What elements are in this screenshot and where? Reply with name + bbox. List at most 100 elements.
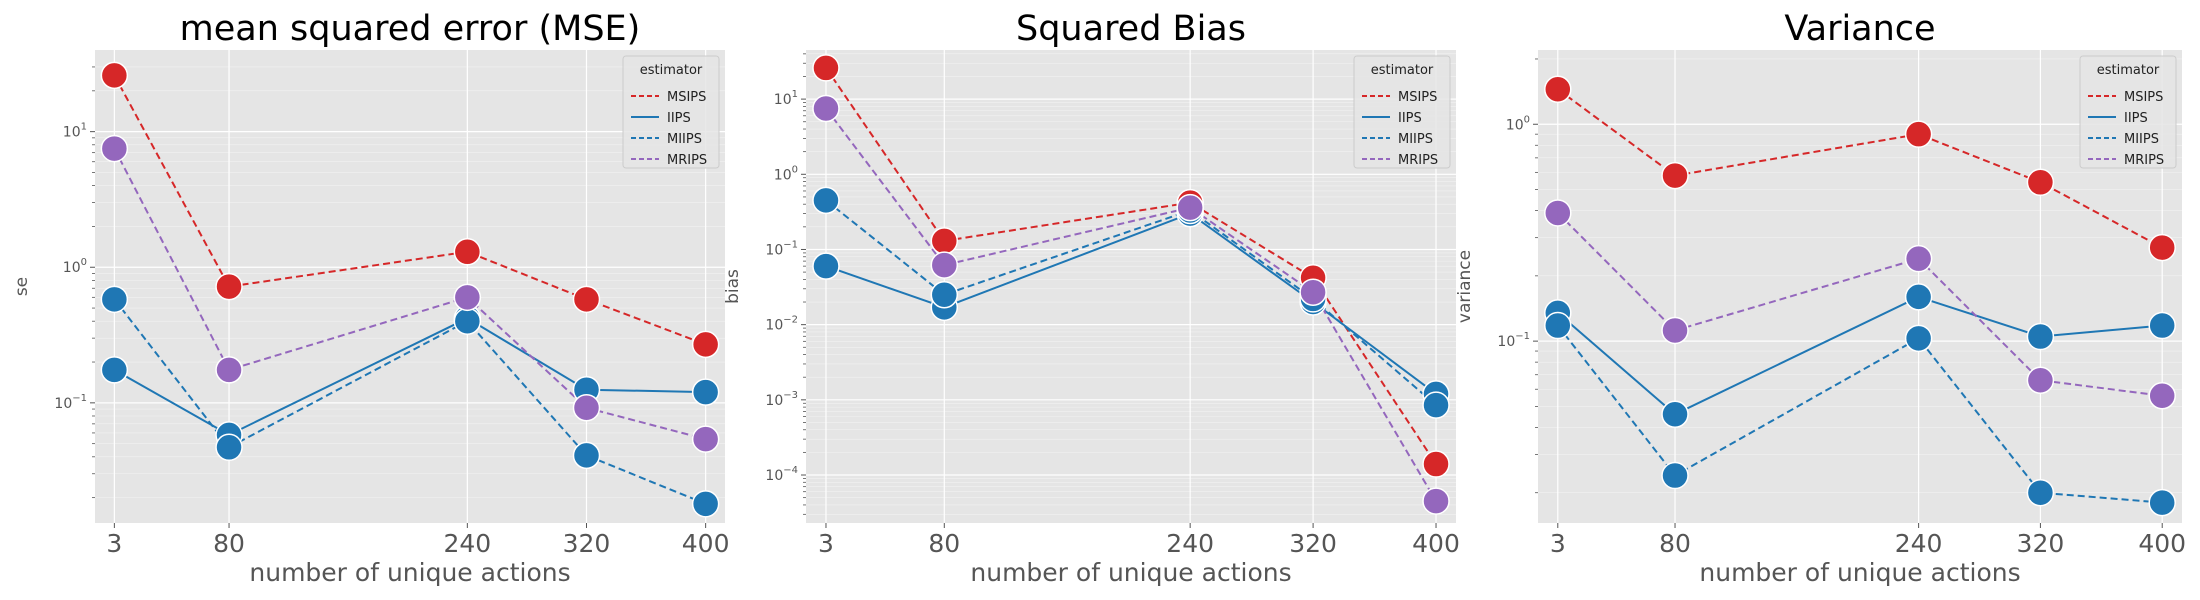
x-tick-label: 400 xyxy=(1412,529,1460,558)
legend-entry-msips: MSIPS xyxy=(1398,90,1437,105)
point-msips xyxy=(100,61,129,90)
point-msips xyxy=(812,54,840,82)
y-tick-label: 10−2 xyxy=(765,315,798,334)
point-msips xyxy=(1422,450,1450,478)
chart-panel-2: 101 100 10−1 10−2 10−3 10−4 3 80 240 320 400 Square… xyxy=(723,9,1460,587)
point-msips xyxy=(691,330,720,359)
point-msips xyxy=(930,227,959,255)
series-line-miips xyxy=(1557,324,2163,504)
point-miips xyxy=(1661,461,1689,490)
point-msips xyxy=(453,238,482,266)
series-line-msips xyxy=(825,67,1437,465)
point-miips xyxy=(453,307,482,335)
point-miips xyxy=(691,490,720,518)
point-miips xyxy=(2026,478,2055,507)
y-tick-label: 10−3 xyxy=(765,390,798,409)
point-miips xyxy=(1904,324,1933,353)
point-iips xyxy=(2148,311,2176,340)
legend-entry-iips: IIPS xyxy=(667,111,691,126)
point-mrips xyxy=(1299,278,1327,306)
y-tick-label: 10−4 xyxy=(765,465,798,484)
point-msips xyxy=(1904,120,1933,148)
legend-entry-mrips: MRIPS xyxy=(2124,153,2164,168)
point-iips xyxy=(100,356,129,384)
legend-box xyxy=(622,55,720,169)
legend-entry-iips: IIPS xyxy=(1398,111,1422,126)
point-msips xyxy=(215,272,243,301)
point-mrips xyxy=(930,251,959,279)
point-msips xyxy=(2026,168,2055,197)
x-axis-label: number of unique actions xyxy=(970,558,1291,587)
legend-title: estimator xyxy=(640,63,703,78)
x-tick-label: 80 xyxy=(213,529,245,558)
legend-entry-miips: MIIPS xyxy=(1398,132,1433,147)
point-msips xyxy=(1661,161,1689,190)
point-mrips xyxy=(215,356,243,384)
point-mrips xyxy=(1544,199,1572,227)
y-tick-label: 101 xyxy=(63,122,87,141)
y-tick-label: 100 xyxy=(774,164,798,183)
x-tick-label: 240 xyxy=(1166,529,1214,558)
x-tick-label: 400 xyxy=(682,529,730,558)
chart-title: mean squared error (MSE) xyxy=(180,9,641,49)
legend-title: estimator xyxy=(1371,63,1434,78)
legend-entry-miips: MIIPS xyxy=(2124,132,2159,147)
point-iips xyxy=(2026,322,2055,351)
point-iips xyxy=(1904,283,1933,311)
legend-entry-iips: IIPS xyxy=(2124,111,2148,126)
legend-entry-mrips: MRIPS xyxy=(1398,153,1438,168)
y-tick-label: 100 xyxy=(63,257,87,276)
plot-area xyxy=(95,50,725,523)
point-mrips xyxy=(812,94,840,123)
y-axis-label: se xyxy=(12,277,32,296)
point-msips xyxy=(572,285,601,314)
point-iips xyxy=(812,252,840,280)
x-tick-label: 3 xyxy=(818,529,834,558)
x-tick-label: 80 xyxy=(928,529,960,558)
legend-title: estimator xyxy=(2097,63,2160,78)
point-mrips xyxy=(691,425,720,453)
y-axis-label: bias xyxy=(723,269,743,304)
point-mrips xyxy=(572,394,601,422)
point-miips xyxy=(215,433,243,462)
legend-entry-msips: MSIPS xyxy=(2124,90,2163,105)
y-tick-label: 101 xyxy=(774,89,798,108)
x-tick-label: 320 xyxy=(2017,529,2065,558)
y-tick-label: 10−1 xyxy=(765,239,798,258)
legend-box xyxy=(1353,55,1451,169)
point-miips xyxy=(1422,391,1450,419)
x-tick-label: 400 xyxy=(2138,529,2186,558)
x-axis-label: number of unique actions xyxy=(1699,558,2020,587)
point-miips xyxy=(930,280,959,309)
legend-box xyxy=(2079,55,2177,169)
x-tick-label: 3 xyxy=(1550,529,1566,558)
legend: estimator MSIPS IIPS MIIPS MRIPS xyxy=(622,55,720,169)
point-miips xyxy=(2148,488,2176,517)
legend-entry-msips: MSIPS xyxy=(667,90,706,105)
point-miips xyxy=(812,186,840,215)
x-tick-label: 80 xyxy=(1659,529,1691,558)
point-iips xyxy=(1661,400,1689,429)
point-mrips xyxy=(1904,244,1933,273)
chart-panel-3: 100 10−1 3 80 240 320 400 Variance number of uni… xyxy=(1455,9,2186,587)
y-tick-label: 10−1 xyxy=(54,393,87,412)
point-miips xyxy=(100,285,129,314)
point-mrips xyxy=(1422,487,1450,515)
point-miips xyxy=(572,441,601,470)
point-miips xyxy=(1544,311,1572,340)
point-mrips xyxy=(453,283,482,312)
x-axis-label: number of unique actions xyxy=(249,558,570,587)
point-mrips xyxy=(100,134,129,163)
chart-title: Variance xyxy=(1784,9,1935,49)
point-msips xyxy=(2148,233,2176,262)
chart-panel-1: 101 100 10−1 3 80 240 320 400 mean squared error… xyxy=(12,9,729,587)
point-msips xyxy=(1544,75,1572,104)
point-mrips xyxy=(2026,366,2055,395)
point-mrips xyxy=(1661,316,1689,345)
legend: estimator MSIPS IIPS MIIPS MRIPS xyxy=(1353,55,1451,169)
point-iips xyxy=(691,378,720,406)
chart-title: Squared Bias xyxy=(1016,9,1246,49)
legend: estimator MSIPS IIPS MIIPS MRIPS xyxy=(2079,55,2177,169)
